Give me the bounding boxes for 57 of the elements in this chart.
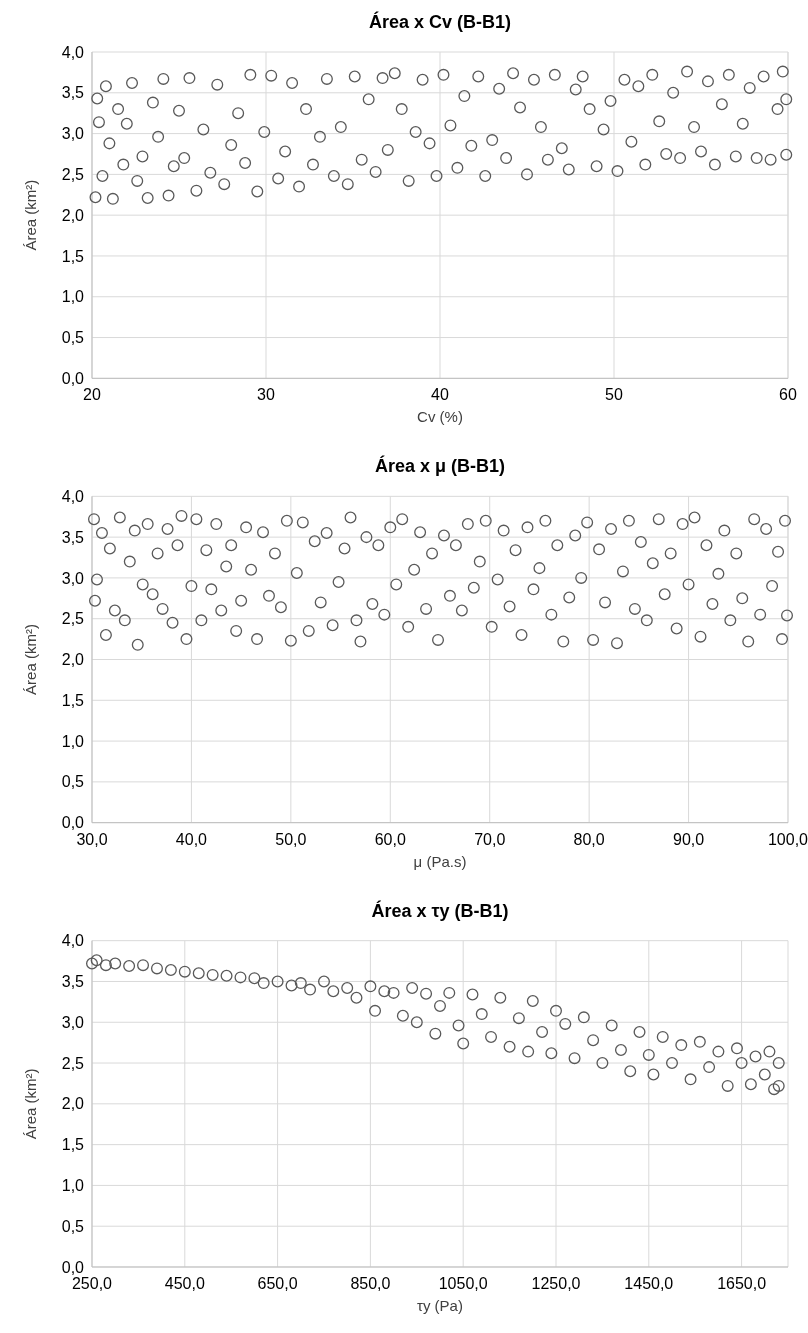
- y-tick-label: 1,5: [61, 1136, 85, 1154]
- y-tick-label: 1,0: [61, 1177, 85, 1195]
- x-tick-label: 1650,0: [717, 1275, 767, 1292]
- x-tick-label: 100,0: [767, 830, 808, 848]
- x-tick-label: 70,0: [474, 830, 506, 848]
- y-tick-label: 4,0: [61, 43, 85, 61]
- y-tick-label: 0,0: [61, 814, 85, 832]
- y-axis-title: Área (km²): [22, 1068, 39, 1140]
- x-tick-label: 40: [431, 386, 449, 404]
- x-axis-title: τy (Pa): [417, 1297, 463, 1314]
- y-tick-label: 0,5: [61, 329, 85, 347]
- y-axis-title: Área (km²): [22, 624, 39, 695]
- y-tick-label: 2,5: [61, 610, 85, 628]
- y-tick-label: 3,0: [61, 125, 85, 143]
- x-tick-label: 450,0: [164, 1275, 205, 1292]
- chart-title: Área x τy (B-B1): [371, 899, 509, 921]
- y-tick-label: 3,0: [61, 1013, 85, 1031]
- x-tick-label: 40,0: [175, 830, 208, 848]
- x-tick-label: 80,0: [573, 830, 605, 848]
- x-tick-label: 20: [83, 386, 101, 404]
- y-tick-label: 1,0: [61, 288, 85, 306]
- y-tick-label: 1,5: [61, 691, 85, 709]
- x-tick-label: 1450,0: [624, 1275, 674, 1292]
- y-tick-label: 2,0: [61, 206, 85, 224]
- chart-title: Área x μ (B-B1): [374, 455, 506, 477]
- y-tick-label: 4,0: [61, 487, 85, 505]
- y-tick-label: 2,0: [61, 1095, 85, 1113]
- x-tick-label: 850,0: [350, 1275, 391, 1292]
- y-tick-label: 3,5: [61, 528, 85, 546]
- y-tick-label: 3,5: [61, 973, 85, 991]
- y-tick-label: 2,5: [61, 1054, 85, 1072]
- x-tick-label: 1250,0: [531, 1275, 581, 1292]
- y-tick-label: 2,5: [61, 165, 85, 183]
- y-tick-label: 4,0: [61, 932, 85, 950]
- x-tick-label: 250,0: [71, 1275, 113, 1292]
- y-tick-label: 1,0: [61, 732, 85, 750]
- x-axis-title: Cv (%): [417, 408, 463, 426]
- x-tick-label: 30: [257, 386, 275, 404]
- y-tick-label: 1,5: [61, 247, 85, 265]
- y-axis-title: Área (km²): [22, 179, 39, 251]
- x-tick-label: 60: [779, 386, 797, 404]
- x-tick-label: 50: [605, 386, 623, 404]
- x-tick-label: 1050,0: [438, 1275, 488, 1292]
- x-tick-label: 650,0: [257, 1275, 298, 1292]
- y-tick-label: 0,0: [61, 1258, 85, 1276]
- y-tick-label: 0,0: [61, 369, 85, 387]
- x-tick-label: 60,0: [374, 830, 406, 848]
- chart-title: Área x Cv (B-B1): [368, 11, 512, 32]
- y-tick-label: 3,0: [61, 569, 85, 587]
- x-tick-label: 90,0: [673, 830, 705, 848]
- y-tick-label: 2,0: [61, 651, 85, 669]
- x-tick-label: 30,0: [76, 830, 108, 848]
- x-tick-label: 50,0: [275, 830, 307, 848]
- y-tick-label: 0,5: [61, 1217, 85, 1235]
- y-tick-label: 3,5: [61, 84, 85, 102]
- x-axis-title: μ (Pa.s): [413, 852, 467, 870]
- y-tick-label: 0,5: [61, 773, 85, 791]
